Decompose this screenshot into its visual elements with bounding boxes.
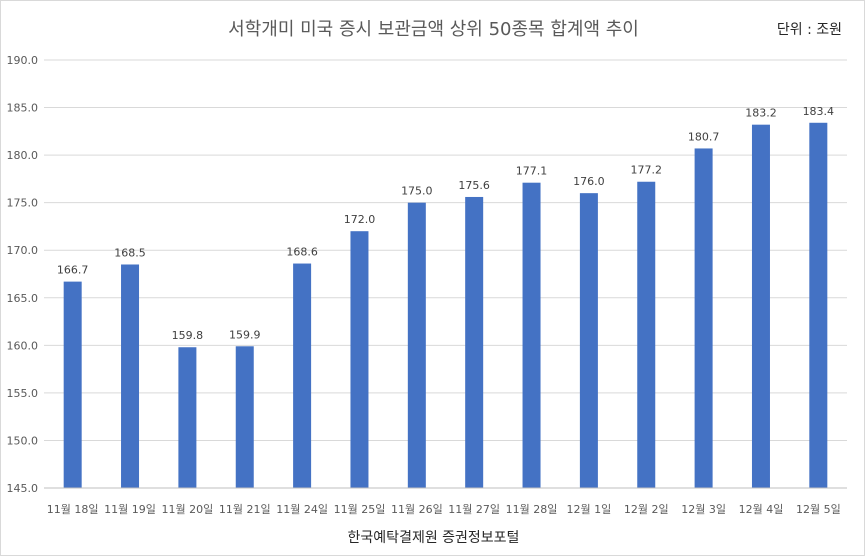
y-tick-label: 180.0 xyxy=(7,149,39,162)
bar xyxy=(121,264,140,488)
x-tick-label: 11월 25일 xyxy=(334,502,386,516)
x-tick-label: 11월 26일 xyxy=(391,502,443,516)
data-label: 177.2 xyxy=(631,164,663,177)
x-tick-label: 12월 5일 xyxy=(796,502,841,516)
x-tick-label: 11월 24일 xyxy=(276,502,328,516)
x-tick-label: 12월 3일 xyxy=(681,502,726,516)
bar xyxy=(637,181,656,488)
bar xyxy=(694,148,713,488)
y-tick-label: 185.0 xyxy=(7,102,39,115)
y-tick-label: 175.0 xyxy=(7,197,39,210)
data-label: 177.1 xyxy=(516,165,548,178)
x-tick-label: 11월 18일 xyxy=(47,502,99,516)
data-label: 175.6 xyxy=(458,179,490,192)
data-label: 183.4 xyxy=(803,105,835,118)
unit-label: 단위 : 조원 xyxy=(776,22,842,38)
y-tick-label: 190.0 xyxy=(7,54,39,67)
bar xyxy=(235,346,254,488)
bar xyxy=(522,182,541,488)
x-tick-label: 11월 19일 xyxy=(104,502,156,516)
data-label: 168.5 xyxy=(114,246,146,259)
source-label: 한국예탁결제원 증권정보포털 xyxy=(347,530,520,546)
y-tick-label: 145.0 xyxy=(7,482,39,495)
data-label: 176.0 xyxy=(573,175,605,188)
data-label: 159.9 xyxy=(229,328,261,341)
x-tick-label: 12월 1일 xyxy=(567,502,612,516)
y-tick-label: 170.0 xyxy=(7,244,39,257)
x-tick-label: 12월 2일 xyxy=(624,502,669,516)
data-label: 168.6 xyxy=(286,246,318,259)
bar xyxy=(579,193,598,488)
bar xyxy=(465,196,484,488)
bar xyxy=(63,281,82,488)
y-tick-label: 150.0 xyxy=(7,434,39,447)
x-tick-label: 11월 27일 xyxy=(448,502,500,516)
data-label: 183.2 xyxy=(745,107,777,120)
x-tick-label: 12월 4일 xyxy=(739,502,784,516)
bar xyxy=(809,122,828,489)
y-tick-label: 160.0 xyxy=(7,339,39,352)
bar xyxy=(407,202,426,488)
x-tick-label: 11월 28일 xyxy=(506,502,558,516)
chart-title: 서학개미 미국 증시 보관금액 상위 50종목 합계액 추이 xyxy=(228,19,639,40)
data-label: 159.8 xyxy=(172,329,204,342)
y-tick-label: 165.0 xyxy=(7,292,39,305)
x-tick-label: 11월 21일 xyxy=(219,502,271,516)
data-label: 175.0 xyxy=(401,185,433,198)
x-tick-label: 11월 20일 xyxy=(162,502,214,516)
data-label: 180.7 xyxy=(688,130,720,143)
bar xyxy=(178,347,197,488)
data-label: 172.0 xyxy=(344,213,376,226)
y-tick-label: 155.0 xyxy=(7,387,39,400)
data-label: 166.7 xyxy=(57,264,89,277)
bar-chart-plot: 145.0 150.0 155.0 160.0 165.0 170.0 175.0 180.0… xyxy=(7,54,847,516)
bar xyxy=(751,124,770,489)
bar xyxy=(293,263,312,488)
bar xyxy=(350,231,369,488)
